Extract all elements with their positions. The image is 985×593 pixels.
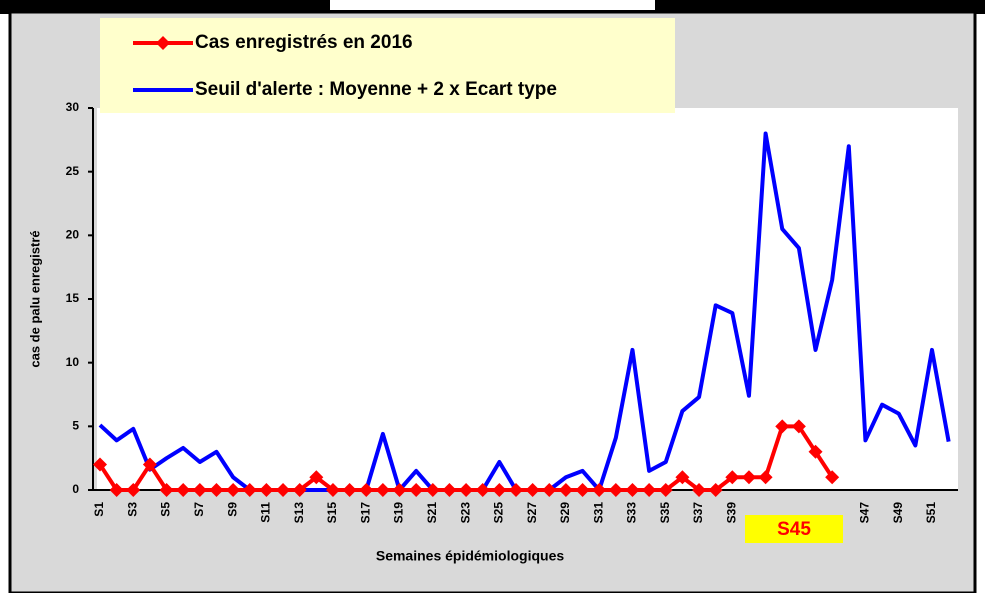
x-tick-label: S39 xyxy=(724,502,738,524)
point xyxy=(292,483,307,497)
point xyxy=(226,483,241,497)
point xyxy=(675,470,690,485)
point xyxy=(475,483,490,497)
point xyxy=(159,483,174,497)
point xyxy=(575,483,590,497)
x-tick-label: S3 xyxy=(125,502,139,517)
point xyxy=(558,483,573,497)
point xyxy=(209,483,224,497)
point xyxy=(409,483,424,497)
x-tick-label: S19 xyxy=(392,502,406,524)
point xyxy=(192,483,207,497)
x-tick-label: S11 xyxy=(259,502,273,523)
point xyxy=(825,470,840,485)
x-tick-label: S23 xyxy=(458,502,472,524)
x-tick-label: S15 xyxy=(325,502,339,524)
point xyxy=(525,483,540,497)
point xyxy=(325,483,340,497)
point xyxy=(708,483,723,497)
x-tick-label: S27 xyxy=(525,502,539,524)
point xyxy=(459,483,474,497)
y-tick-label: 15 xyxy=(66,291,80,305)
x-tick-label: S35 xyxy=(658,502,672,524)
x-tick-label: S21 xyxy=(425,502,439,524)
point xyxy=(142,457,157,472)
point xyxy=(93,457,107,472)
point xyxy=(642,483,657,497)
y-tick-label: 0 xyxy=(72,482,79,496)
point xyxy=(259,483,274,497)
x-tick-label: S29 xyxy=(558,502,572,524)
point xyxy=(276,483,291,497)
point xyxy=(309,470,324,485)
point xyxy=(592,483,607,497)
y-tick-label: 25 xyxy=(66,164,80,178)
y-axis-title: cas de palu enregistré xyxy=(27,230,42,367)
point xyxy=(342,483,357,497)
x-tick-label: S17 xyxy=(358,502,372,524)
point xyxy=(442,483,457,497)
y-tick-label: 30 xyxy=(66,100,80,114)
point xyxy=(758,470,773,485)
point xyxy=(509,483,523,497)
point xyxy=(492,483,507,497)
point xyxy=(808,444,823,459)
x-tick-label: S33 xyxy=(625,502,639,524)
point xyxy=(658,483,673,497)
plot-area xyxy=(97,108,958,490)
point xyxy=(176,483,191,497)
point xyxy=(359,483,374,497)
legend-label: Cas enregistrés en 2016 xyxy=(195,32,413,53)
x-tick-label: S25 xyxy=(492,502,506,524)
annotation: S45 xyxy=(777,519,811,540)
x-tick-label: S5 xyxy=(159,502,173,517)
point xyxy=(109,483,124,497)
y-tick-label: 20 xyxy=(66,228,80,242)
x-tick-label: S49 xyxy=(891,502,905,524)
legend xyxy=(100,18,675,113)
point xyxy=(375,483,390,497)
x-tick-label: S1 xyxy=(92,502,106,517)
x-tick-label: S47 xyxy=(858,502,872,524)
point xyxy=(608,483,623,497)
x-tick-label: S31 xyxy=(591,502,605,524)
point xyxy=(791,419,806,434)
top-band-gap xyxy=(330,0,655,10)
x-tick-label: S7 xyxy=(192,502,206,517)
x-axis-title: Semaines épidémiologiques xyxy=(376,548,564,564)
point xyxy=(625,483,640,497)
y-tick-label: 10 xyxy=(66,355,80,369)
y-tick-label: 5 xyxy=(72,419,79,433)
legend-marker xyxy=(156,36,170,50)
point xyxy=(741,470,756,485)
point xyxy=(692,483,707,497)
point xyxy=(725,470,740,485)
point xyxy=(775,419,790,434)
point xyxy=(425,483,440,497)
x-tick-label: S37 xyxy=(691,502,705,524)
point xyxy=(542,483,557,497)
point xyxy=(392,483,407,497)
x-tick-label: S51 xyxy=(924,502,938,524)
x-tick-label: S9 xyxy=(225,502,239,517)
point xyxy=(242,483,257,497)
highlight-box xyxy=(745,515,843,543)
legend-label: Seuil d'alerte : Moyenne + 2 x Ecart typ… xyxy=(195,79,557,100)
point xyxy=(126,483,141,497)
x-tick-label: S13 xyxy=(292,502,306,524)
